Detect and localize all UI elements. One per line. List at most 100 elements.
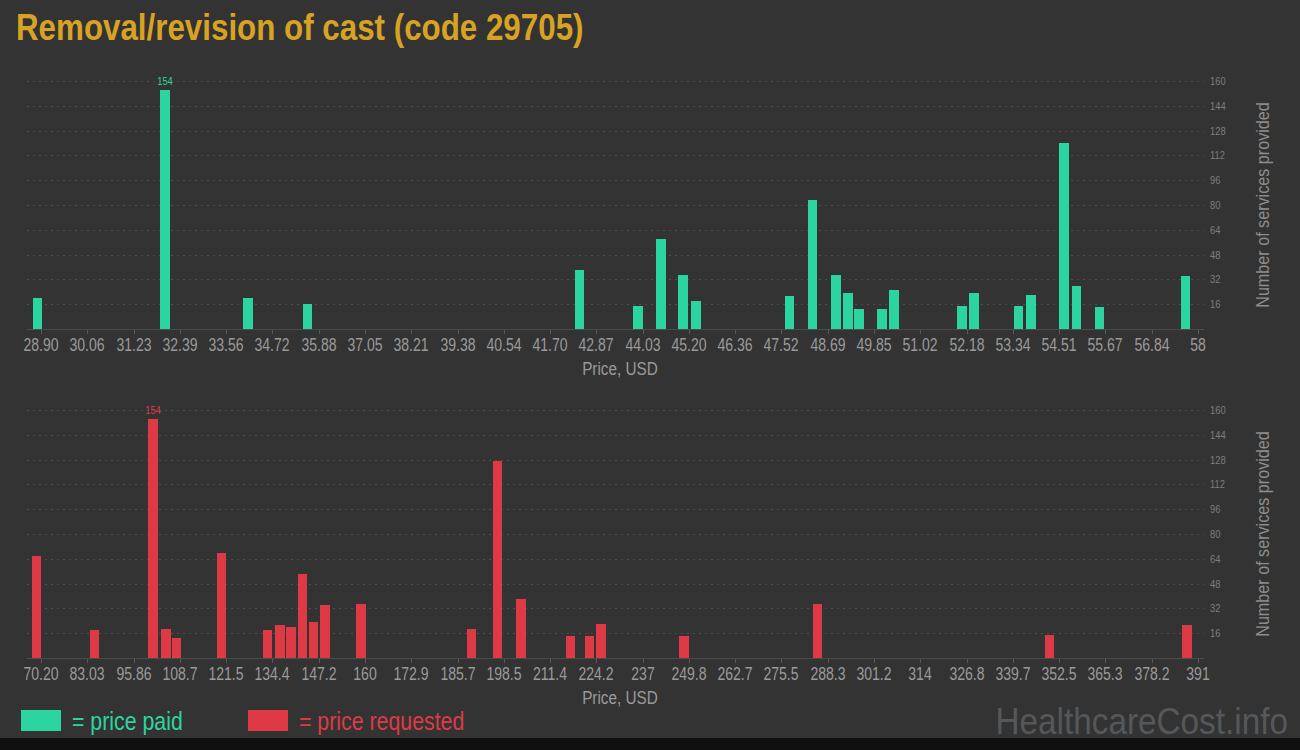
- bar: [596, 624, 606, 658]
- y-tick-label: 64: [1210, 224, 1220, 236]
- x-tick-label: 147.2: [301, 664, 336, 685]
- x-tick-label: 33.56: [209, 335, 244, 356]
- bar: [1014, 306, 1024, 329]
- x-tick-label: 95.86: [116, 664, 151, 685]
- x-tick-label: 52.18: [949, 335, 984, 356]
- x-tick-label: 108.7: [162, 664, 197, 685]
- x-tick-label: 28.90: [23, 335, 58, 356]
- bar: [275, 625, 285, 658]
- bar: [90, 630, 100, 658]
- y-tick-label: 16: [1210, 298, 1220, 310]
- y-tick-label: 48: [1210, 578, 1220, 590]
- x-axis-tick: [272, 330, 273, 334]
- x-tick-label: 211.4: [533, 664, 567, 685]
- x-tick-label: 237: [631, 664, 654, 685]
- x-tick-label: 275.5: [764, 664, 799, 685]
- x-tick-label: 70.20: [23, 664, 58, 685]
- y-tick-label: 144: [1210, 100, 1226, 112]
- x-tick-label: 41.70: [533, 335, 568, 356]
- legend-label-paid: = price paid: [72, 706, 183, 737]
- x-tick-label: 185.7: [440, 664, 475, 685]
- gridline: [27, 509, 1204, 510]
- gridline: [27, 180, 1204, 181]
- y-axis-title: Number of services provided: [1252, 431, 1274, 637]
- x-tick-label: 37.05: [347, 335, 382, 356]
- bar: [957, 306, 967, 329]
- x-axis-tick: [180, 330, 181, 334]
- y-tick-label: 160: [1210, 404, 1226, 416]
- x-axis-tick: [1198, 659, 1199, 663]
- x-tick-label: 56.84: [1134, 335, 1169, 356]
- x-tick-label: 134.4: [255, 664, 290, 685]
- x-axis-tick: [689, 659, 690, 663]
- x-axis-tick: [1059, 659, 1060, 663]
- y-tick-label: 32: [1210, 273, 1220, 285]
- bar: [160, 90, 170, 329]
- bar: [969, 293, 979, 329]
- bar: [493, 461, 503, 658]
- x-axis-tick: [967, 659, 968, 663]
- x-axis-tick: [920, 330, 921, 334]
- y-axis-title: Number of services provided: [1252, 102, 1274, 308]
- bar: [831, 275, 841, 329]
- x-axis-tick: [828, 330, 829, 334]
- bar: [303, 304, 313, 329]
- y-tick-label: 16: [1210, 627, 1220, 639]
- x-axis-tick: [365, 659, 366, 663]
- x-tick-label: 198.5: [486, 664, 521, 685]
- gridline: [27, 435, 1204, 436]
- y-tick-label: 48: [1210, 249, 1220, 261]
- bar: [309, 622, 319, 658]
- x-tick-label: 314: [909, 664, 932, 685]
- x-axis-tick: [319, 330, 320, 334]
- x-axis-tick: [458, 659, 459, 663]
- gridline: [27, 106, 1204, 107]
- y-tick-label: 160: [1210, 75, 1226, 87]
- y-tick-label: 64: [1210, 553, 1220, 565]
- x-tick-label: 262.7: [718, 664, 753, 685]
- x-axis-tick: [180, 659, 181, 663]
- y-tick-label: 144: [1210, 429, 1226, 441]
- x-tick-label: 121.5: [209, 664, 244, 685]
- x-tick-label: 46.36: [718, 335, 753, 356]
- bar: [1181, 276, 1191, 329]
- x-tick-label: 365.3: [1088, 664, 1123, 685]
- x-axis-tick: [365, 330, 366, 334]
- x-axis-tick: [87, 330, 88, 334]
- x-axis-title: Price, USD: [582, 688, 658, 709]
- x-axis-tick: [735, 330, 736, 334]
- bar: [263, 630, 273, 658]
- bar: [172, 638, 182, 658]
- bar: [1095, 307, 1105, 329]
- bar-value-label: 154: [145, 404, 161, 416]
- x-tick-label: 301.2: [856, 664, 891, 685]
- bar-value-label: 154: [157, 75, 173, 87]
- bar: [656, 239, 666, 329]
- bar: [33, 298, 43, 329]
- x-tick-label: 58: [1190, 335, 1206, 356]
- x-tick-label: 35.88: [301, 335, 336, 356]
- x-axis-tick: [411, 330, 412, 334]
- x-tick-label: 32.39: [162, 335, 197, 356]
- x-axis-tick: [643, 659, 644, 663]
- x-tick-label: 51.02: [903, 335, 938, 356]
- bar: [1059, 143, 1069, 329]
- bar: [691, 301, 701, 329]
- bar: [467, 629, 477, 658]
- x-tick-label: 249.8: [671, 664, 706, 685]
- bar: [286, 627, 296, 658]
- gridline: [27, 608, 1204, 609]
- x-axis-tick: [272, 659, 273, 663]
- bar: [320, 605, 330, 658]
- bar: [854, 309, 864, 329]
- bar: [633, 306, 643, 329]
- bar: [32, 556, 42, 658]
- x-axis-tick: [596, 330, 597, 334]
- bar: [1026, 295, 1036, 329]
- x-axis-tick: [735, 659, 736, 663]
- bar: [679, 636, 689, 658]
- watermark: HealthcareCost.info: [996, 701, 1288, 743]
- x-axis-tick: [1152, 330, 1153, 334]
- y-tick-label: 128: [1210, 454, 1226, 466]
- x-tick-label: 40.54: [486, 335, 521, 356]
